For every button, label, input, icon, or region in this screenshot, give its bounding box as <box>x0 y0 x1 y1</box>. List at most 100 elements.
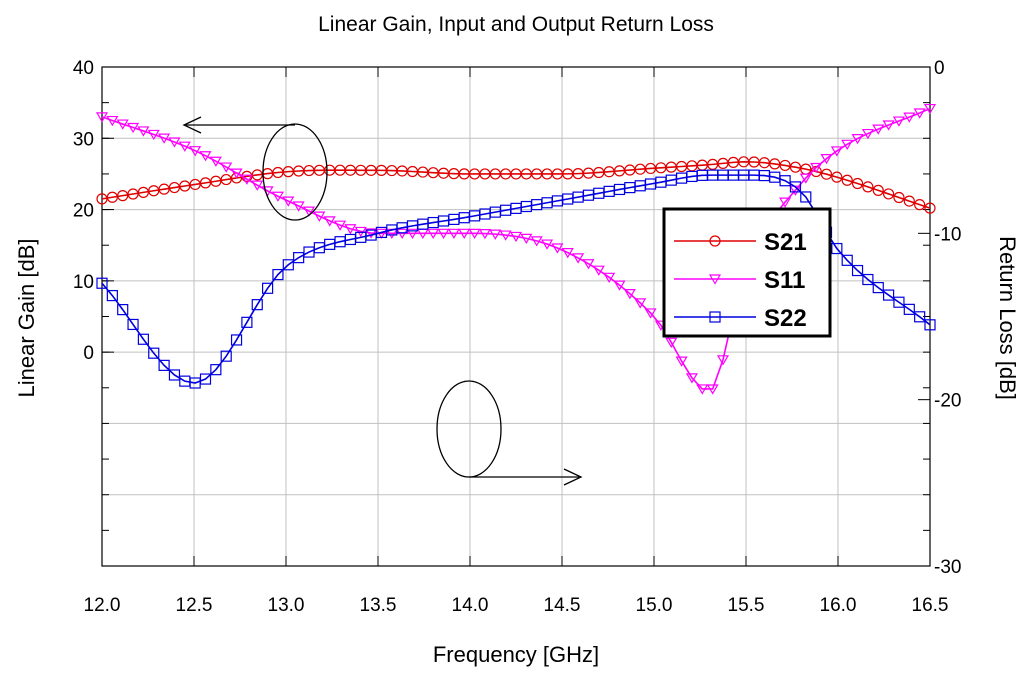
data-point <box>893 296 905 308</box>
x-tick-label: 13.5 <box>360 595 397 616</box>
x-tick-label: 15.5 <box>728 595 765 616</box>
data-point <box>841 254 853 266</box>
legend-box <box>662 207 832 338</box>
data-point <box>447 228 460 240</box>
data-point <box>903 112 916 123</box>
annotations <box>182 116 583 486</box>
data-point <box>230 168 243 179</box>
data-point <box>499 230 512 241</box>
data-point <box>675 356 688 367</box>
data-point <box>862 273 874 286</box>
annotation-ellipse-left <box>262 123 328 221</box>
data-point <box>872 282 884 294</box>
data-point <box>541 239 554 250</box>
data-point <box>851 133 864 145</box>
x-tick-label: 16.0 <box>820 595 857 616</box>
data-point <box>137 126 150 137</box>
data-point <box>831 171 843 183</box>
data-point <box>882 120 895 131</box>
data-point <box>923 103 937 115</box>
series-s22 <box>96 169 936 389</box>
plot-frame <box>101 66 931 567</box>
data-point <box>158 133 171 144</box>
data-point <box>831 242 843 255</box>
data-point <box>117 304 129 316</box>
data-point <box>137 333 149 345</box>
y-right-tick-label: -20 <box>934 391 961 412</box>
y-right-tick-label: 0 <box>934 58 945 79</box>
data-point <box>862 181 874 193</box>
data-point <box>147 129 160 141</box>
data-point <box>810 162 823 174</box>
data-point <box>427 228 440 240</box>
data-point <box>716 355 730 366</box>
data-point <box>914 311 926 323</box>
data-point <box>210 175 222 187</box>
data-point <box>613 280 626 291</box>
y-left-tick-label: 0 <box>83 343 94 364</box>
data-point <box>644 308 657 319</box>
data-point <box>334 220 347 231</box>
data-point <box>924 202 936 214</box>
data-point <box>830 146 843 157</box>
data-point <box>302 206 316 217</box>
data-point <box>354 226 367 238</box>
data-point <box>913 108 926 119</box>
data-point <box>241 316 253 328</box>
data-point <box>313 211 326 222</box>
data-point <box>696 384 709 395</box>
legend-label: S21 <box>764 229 807 256</box>
data-point <box>282 196 295 207</box>
data-point <box>468 228 481 240</box>
data-point <box>882 289 895 301</box>
legend: S21 S11 S22 <box>662 207 832 338</box>
legend-entry-s21: S21 <box>674 229 807 256</box>
x-tick-label: 12.5 <box>176 595 213 616</box>
data-point <box>709 311 721 323</box>
data-point <box>396 228 409 240</box>
data-point <box>106 115 119 127</box>
data-point <box>220 162 233 173</box>
y-left-tick-label: 10 <box>73 272 94 293</box>
x-tick-label: 14.5 <box>544 595 581 616</box>
data-point <box>230 334 243 346</box>
data-point <box>127 318 139 331</box>
y-left-tick-label: 30 <box>73 129 94 150</box>
data-point <box>634 298 647 309</box>
data-point <box>272 268 284 281</box>
data-point <box>779 175 791 187</box>
data-point <box>509 231 523 243</box>
data-point <box>851 264 864 277</box>
data-point <box>706 384 719 395</box>
chart-title: Linear Gain, Input and Output Return Los… <box>318 13 714 36</box>
data-point <box>708 274 722 285</box>
data-point <box>893 191 905 204</box>
legend-label: S11 <box>764 267 805 294</box>
x-axis-title: Frequency [GHz] <box>433 642 599 667</box>
data-point <box>168 137 181 148</box>
data-point <box>789 181 802 193</box>
data-point <box>799 173 812 184</box>
data-point <box>406 228 419 240</box>
series-line-s22 <box>101 174 931 384</box>
data-point <box>685 373 698 384</box>
data-point <box>820 168 833 180</box>
x-tick-label: 14.0 <box>452 595 489 616</box>
series-s11 <box>95 103 937 395</box>
data-point <box>116 119 129 130</box>
data-point <box>861 128 874 140</box>
data-point <box>199 151 212 162</box>
y-right-tick-label: -30 <box>934 557 961 578</box>
data-point <box>520 233 533 245</box>
data-point <box>148 347 160 359</box>
data-point <box>158 359 170 371</box>
x-tick-label: 16.5 <box>912 595 949 616</box>
y-left-tick-label: 20 <box>73 201 94 222</box>
legend-entry-s22: S22 <box>674 305 807 332</box>
data-point <box>344 224 357 235</box>
data-point <box>561 248 574 259</box>
data-point <box>882 188 895 200</box>
data-point <box>914 199 926 211</box>
data-point <box>437 228 450 240</box>
axes: 12.0 12.5 13.0 13.5 14.0 14.5 15.0 15.5 16.0 16.5… <box>73 58 962 616</box>
